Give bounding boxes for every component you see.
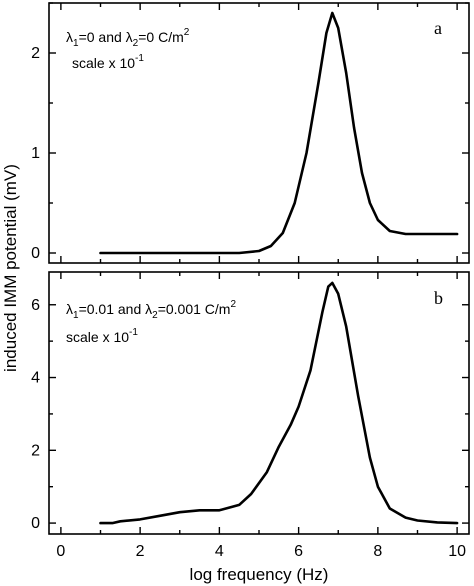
y-tick-label: 0	[31, 515, 40, 532]
y-tick-label: 6	[31, 297, 40, 314]
y-tick-label: 1	[31, 145, 40, 162]
y-tick-label: 0	[31, 245, 40, 262]
x-tick-labels: 0 2 4 6 8 10	[56, 543, 466, 560]
panel-a-marks	[99, 12, 458, 254]
y-tick-label: 2	[31, 442, 40, 459]
x-tick-label: 4	[215, 543, 224, 560]
panel-b-y-tick-labels: 0 2 4 6	[31, 297, 40, 532]
panel-b-letter: b	[434, 288, 443, 308]
x-tick-label: 0	[56, 543, 65, 560]
panel-a-y-tick-labels: 0 1 2	[31, 45, 40, 262]
panel-b: 0 2 4 6 λ1=0.01 and λ2=0.001 C/m2 scale x 1…	[31, 271, 470, 535]
y-tick-label: 2	[31, 45, 40, 62]
x-tick-label: 10	[448, 543, 466, 560]
panel-a: 0 1 2 λ1=0 and λ2=0 C/m2 scale x 10-1 a	[31, 2, 470, 264]
panel-a-letter: a	[434, 18, 442, 38]
panel-a-annotation-line2: scale x 10-1	[72, 53, 144, 71]
panel-a-series-line	[99, 11, 459, 255]
panel-b-ticks	[49, 272, 469, 534]
panel-a-ticks	[49, 2, 469, 263]
x-tick-label: 2	[136, 543, 145, 560]
panel-b-series-line	[99, 281, 459, 525]
panel-b-annotation-line2: scale x 10-1	[66, 327, 138, 345]
x-tick-label: 6	[294, 543, 303, 560]
x-axis-title: log frequency (Hz)	[190, 565, 329, 584]
y-tick-label: 4	[31, 370, 40, 387]
panel-a-annotation-line1: λ1=0 and λ2=0 C/m2	[66, 27, 190, 49]
panel-b-annotation-line1: λ1=0.01 and λ2=0.001 C/m2	[66, 299, 236, 321]
x-tick-label: 8	[373, 543, 382, 560]
y-axis-title: induced IMM potential (mV)	[1, 164, 20, 372]
